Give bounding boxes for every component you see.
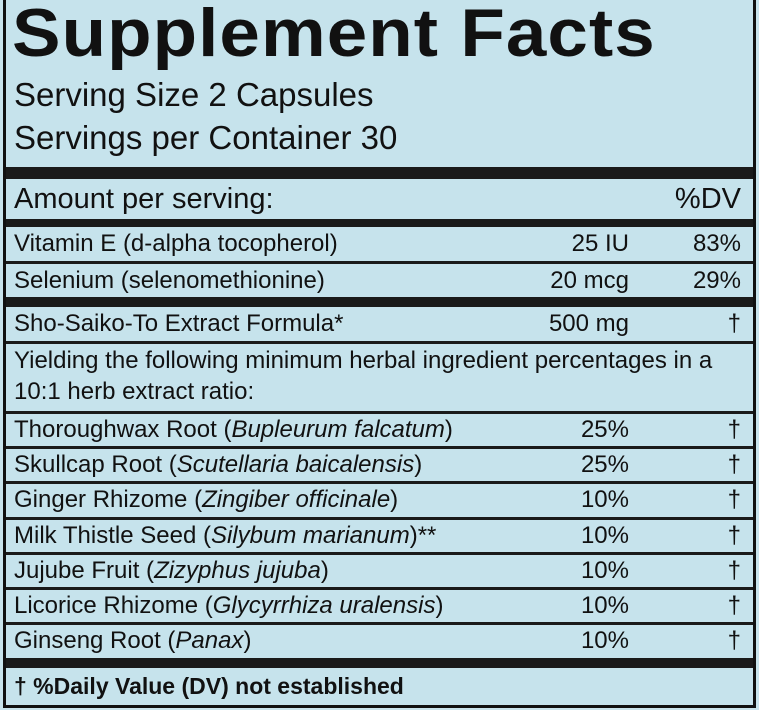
herb-percent: 10% [580,627,629,655]
servings-per-container: Servings per Container 30 [14,119,398,156]
herb-row: Skullcap Root (Scutellaria baicalensis) 2… [6,449,753,481]
divider-medium [6,219,753,227]
herb-row: Milk Thistle Seed (Silybum marianum)** 10… [6,520,753,552]
herb-percent: 10% [580,521,629,549]
herb-suffix: ) [444,416,453,443]
herb-latin-name: Bupleurum falcatum [231,416,445,443]
nutrient-name: Selenium (selenomethionine) [14,266,325,294]
herb-dv: † [727,521,741,549]
divider-thin [6,622,753,626]
herb-latin-name: Scutellaria baicalensis [176,451,415,479]
supplement-facts-panel: Supplement Facts Serving Size 2 Capsules… [3,0,756,708]
herb-latin-name: Panax [175,627,244,655]
divider-thin [6,446,753,450]
divider-thin [6,551,753,555]
herb-suffix: ) [435,592,444,619]
herb-dv: † [727,416,741,443]
herb-name: Licorice Rhizome (Glycyrrhiza uralensis) [14,592,443,620]
herb-suffix: )** [409,521,437,549]
herb-row: Jujube Fruit (Zizyphus jujuba) 10% † [6,555,753,587]
nutrient-amount: 25 IU [571,230,629,257]
herb-suffix: ) [390,486,399,514]
divider-thin [6,261,753,264]
panel-title: Supplement Facts [12,0,656,71]
herb-percent: 10% [580,556,629,584]
nutrient-name: Vitamin E (d-alpha tocopherol) [14,230,338,257]
herb-latin-name: Silybum marianum [210,521,410,549]
formula-dv: † [727,310,741,337]
nutrient-row: Vitamin E (d-alpha tocopherol) 25 IU 83% [6,227,753,261]
herb-dv: † [727,627,741,655]
formula-amount: 500 mg [548,310,629,337]
divider-thin [6,516,753,520]
herb-suffix: ) [414,451,423,479]
serving-size: Serving Size 2 Capsules [14,76,374,113]
herb-row: Ginseng Root (Panax) 10% † [6,625,753,657]
nutrient-row: Selenium (selenomethionine) 20 mcg 29% [6,264,753,297]
herb-row: Ginger Rhizome (Zingiber officinale) 10% † [6,484,753,516]
herb-suffix: ) [320,556,329,584]
herb-dv: † [727,592,741,619]
divider-thick [6,167,753,179]
divider-thin [6,411,753,414]
herb-percent: 10% [580,486,629,514]
herb-name: Jujube Fruit (Zizyphus jujuba) [14,557,329,585]
nutrient-amount: 20 mcg [550,266,629,294]
herb-name: Milk Thistle Seed (Silybum marianum)** [14,522,436,550]
nutrient-dv: 83% [692,230,741,257]
divider-thick [6,658,753,668]
formula-name: Sho-Saiko-To Extract Formula* [14,310,344,337]
herb-row: Thoroughwax Root (Bupleurum falcatum) 25%… [6,414,753,446]
herb-name: Ginger Rhizome (Zingiber officinale) [14,486,398,514]
divider-thin [6,481,753,485]
herb-name: Skullcap Root (Scutellaria baicalensis) [14,451,422,479]
herb-percent: 25% [580,416,629,443]
dv-header: %DV [674,182,741,215]
herb-dv: † [727,556,741,584]
herb-dv: † [727,451,741,479]
divider-thick [6,297,753,307]
herb-common-name: Ginseng Root ( [14,627,176,655]
yield-note: Yielding the following minimum herbal in… [14,347,713,405]
herb-row: Licorice Rhizome (Glycyrrhiza uralensis)… [6,590,753,622]
amount-header: Amount per serving: [14,182,274,215]
divider-thin [6,341,753,344]
herb-percent: 25% [580,451,629,479]
herb-common-name: Ginger Rhizome ( [14,486,203,514]
herb-common-name: Thoroughwax Root ( [14,416,232,443]
formula-row: Sho-Saiko-To Extract Formula* 500 mg † [6,307,753,341]
footnote-row: † %Daily Value (DV) not established [6,668,753,705]
herb-latin-name: Glycyrrhiza uralensis [212,592,436,619]
herb-latin-name: Zizyphus jujuba [154,556,321,584]
herb-common-name: Skullcap Root ( [14,451,177,479]
herb-percent: 10% [580,592,629,619]
herb-name: Ginseng Root (Panax) [14,627,251,655]
herb-name: Thoroughwax Root (Bupleurum falcatum) [14,416,453,444]
footnote: † %Daily Value (DV) not established [14,673,404,699]
amount-header-row: Amount per serving: %DV [6,179,753,219]
herb-common-name: Jujube Fruit ( [14,556,155,584]
divider-thin [6,587,753,590]
herb-suffix: ) [243,627,252,655]
herb-common-name: Licorice Rhizome ( [14,592,213,619]
herb-latin-name: Zingiber officinale [202,486,391,514]
nutrient-dv: 29% [692,266,741,294]
herb-dv: † [727,486,741,514]
herb-common-name: Milk Thistle Seed ( [14,521,211,549]
